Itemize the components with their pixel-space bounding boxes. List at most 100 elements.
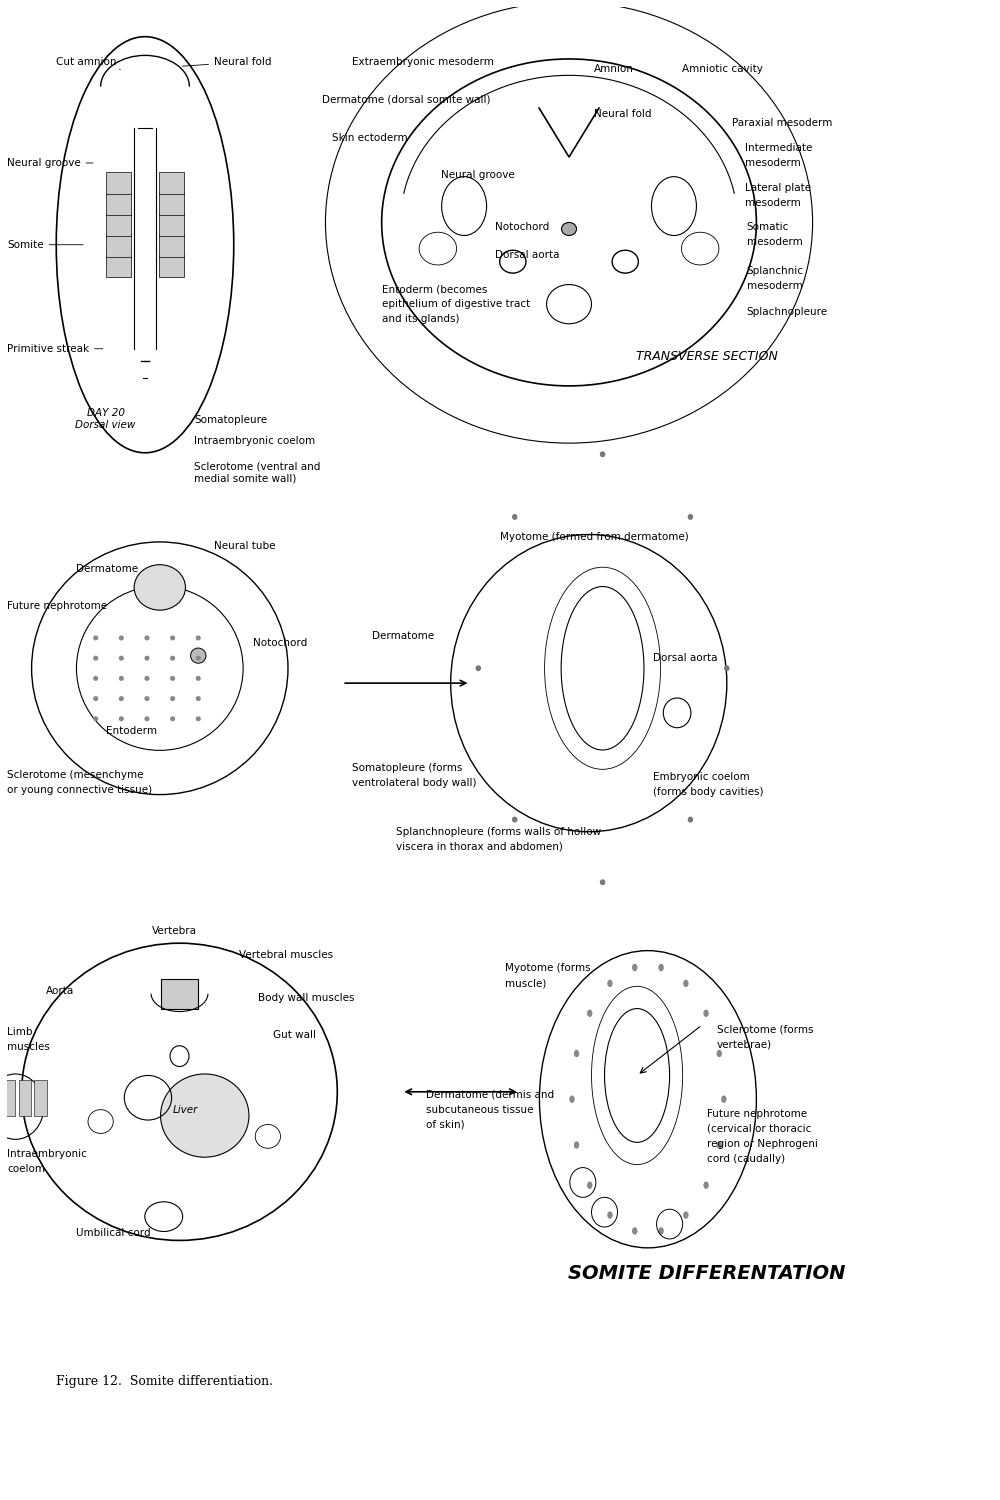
Ellipse shape (569, 1095, 575, 1102)
Text: Intraembryonic: Intraembryonic (7, 1149, 87, 1160)
Text: Gut wall: Gut wall (273, 1030, 316, 1041)
Bar (159, 172, 184, 194)
Text: Dermatome (dorsal somite wall): Dermatome (dorsal somite wall) (322, 94, 491, 104)
Ellipse shape (574, 1050, 579, 1058)
Text: Notochord: Notochord (253, 638, 308, 648)
Ellipse shape (119, 676, 124, 681)
Ellipse shape (574, 1142, 579, 1149)
Text: muscles: muscles (7, 1042, 50, 1052)
Text: Notochord: Notochord (495, 222, 549, 232)
Text: Somite: Somite (7, 240, 83, 249)
Text: Aorta: Aorta (46, 986, 75, 996)
Text: cord (caudally): cord (caudally) (707, 1154, 785, 1164)
Ellipse shape (170, 676, 175, 681)
Bar (106, 213, 131, 236)
Ellipse shape (93, 717, 98, 722)
Text: (forms body cavities): (forms body cavities) (653, 786, 763, 796)
Ellipse shape (724, 666, 730, 670)
Text: Lateral plate: Lateral plate (745, 183, 811, 194)
Text: Body wall muscles: Body wall muscles (258, 993, 355, 1004)
Text: Skin ectoderm: Skin ectoderm (332, 132, 408, 142)
Text: Dorsal aorta: Dorsal aorta (495, 251, 560, 260)
Bar (161, 980, 198, 1008)
Text: Neural tube: Neural tube (214, 542, 276, 552)
Text: Paraxial mesoderm: Paraxial mesoderm (732, 118, 832, 128)
Text: Neural groove: Neural groove (7, 158, 93, 168)
Text: epithelium of digestive tract: epithelium of digestive tract (382, 298, 530, 309)
Text: subcutaneous tissue: subcutaneous tissue (426, 1104, 534, 1114)
Bar (34, 1080, 47, 1116)
Text: region or Nephrogeni: region or Nephrogeni (707, 1138, 818, 1149)
Text: vertebrae): vertebrae) (717, 1040, 772, 1050)
Ellipse shape (119, 696, 124, 700)
Text: Neural fold: Neural fold (182, 57, 272, 68)
Text: Dermatome: Dermatome (372, 630, 434, 640)
Text: Amnion: Amnion (594, 64, 634, 75)
Ellipse shape (196, 696, 201, 700)
Ellipse shape (512, 816, 517, 822)
Ellipse shape (607, 1212, 613, 1219)
Ellipse shape (170, 717, 175, 722)
Text: Myotome (forms: Myotome (forms (505, 963, 591, 974)
Text: SOMITE DIFFERENTATION: SOMITE DIFFERENTATION (568, 1263, 846, 1282)
Bar (106, 255, 131, 278)
Text: Splanchnic: Splanchnic (747, 267, 804, 276)
Ellipse shape (93, 696, 98, 700)
Text: of skin): of skin) (426, 1119, 465, 1130)
Ellipse shape (170, 696, 175, 700)
Ellipse shape (688, 816, 693, 822)
Ellipse shape (683, 980, 689, 987)
Bar (159, 192, 184, 214)
Text: Entoderm (becomes: Entoderm (becomes (382, 285, 487, 294)
Bar (106, 192, 131, 214)
Text: Vertebral muscles: Vertebral muscles (239, 950, 333, 960)
Ellipse shape (717, 1050, 722, 1058)
Text: Sclerotome (mesenchyme: Sclerotome (mesenchyme (7, 771, 143, 780)
Text: Figure 12.  Somite differentiation.: Figure 12. Somite differentiation. (56, 1376, 273, 1388)
Text: Myotome (formed from dermatome): Myotome (formed from dermatome) (500, 532, 689, 543)
Ellipse shape (562, 222, 577, 236)
Text: Sclerotome (ventral and
medial somite wall): Sclerotome (ventral and medial somite wa… (194, 462, 321, 483)
Text: Somatopleure: Somatopleure (194, 416, 267, 424)
Ellipse shape (196, 676, 201, 681)
Text: and its glands): and its glands) (382, 314, 459, 324)
Ellipse shape (161, 1074, 249, 1156)
Ellipse shape (658, 964, 664, 970)
Ellipse shape (191, 648, 206, 663)
Ellipse shape (119, 656, 124, 660)
Ellipse shape (607, 980, 613, 987)
Text: Umbilical cord: Umbilical cord (76, 1228, 151, 1238)
Text: (cervical or thoracic: (cervical or thoracic (707, 1124, 811, 1134)
Text: Somatopleure (forms: Somatopleure (forms (352, 764, 462, 772)
Text: Intraembryonic coelom: Intraembryonic coelom (194, 436, 315, 445)
Ellipse shape (600, 452, 605, 458)
Ellipse shape (144, 636, 150, 640)
Ellipse shape (196, 636, 201, 640)
Ellipse shape (658, 1227, 664, 1234)
Ellipse shape (144, 676, 150, 681)
Ellipse shape (119, 717, 124, 722)
Ellipse shape (632, 964, 637, 970)
Ellipse shape (196, 717, 201, 722)
Ellipse shape (703, 1010, 709, 1017)
Bar (159, 255, 184, 278)
Text: Embryonic coelom: Embryonic coelom (653, 772, 750, 782)
Bar (3, 1080, 15, 1116)
Bar (159, 234, 184, 256)
Text: Neural groove: Neural groove (441, 170, 515, 180)
Ellipse shape (587, 1182, 592, 1190)
Bar (19, 1080, 31, 1116)
Ellipse shape (717, 1142, 722, 1149)
Text: muscle): muscle) (505, 978, 546, 988)
Ellipse shape (170, 656, 175, 660)
Text: Vertebra: Vertebra (152, 927, 197, 936)
Text: or young connective tissue): or young connective tissue) (7, 784, 152, 795)
Ellipse shape (144, 696, 150, 700)
Text: Liver: Liver (173, 1104, 198, 1114)
Ellipse shape (703, 1182, 709, 1190)
Bar (106, 234, 131, 256)
Text: Sclerotome (forms: Sclerotome (forms (717, 1024, 813, 1035)
Text: Extraembryonic mesoderm: Extraembryonic mesoderm (352, 57, 494, 68)
Text: Dermatome: Dermatome (76, 564, 138, 573)
Text: mesoderm: mesoderm (745, 198, 800, 208)
